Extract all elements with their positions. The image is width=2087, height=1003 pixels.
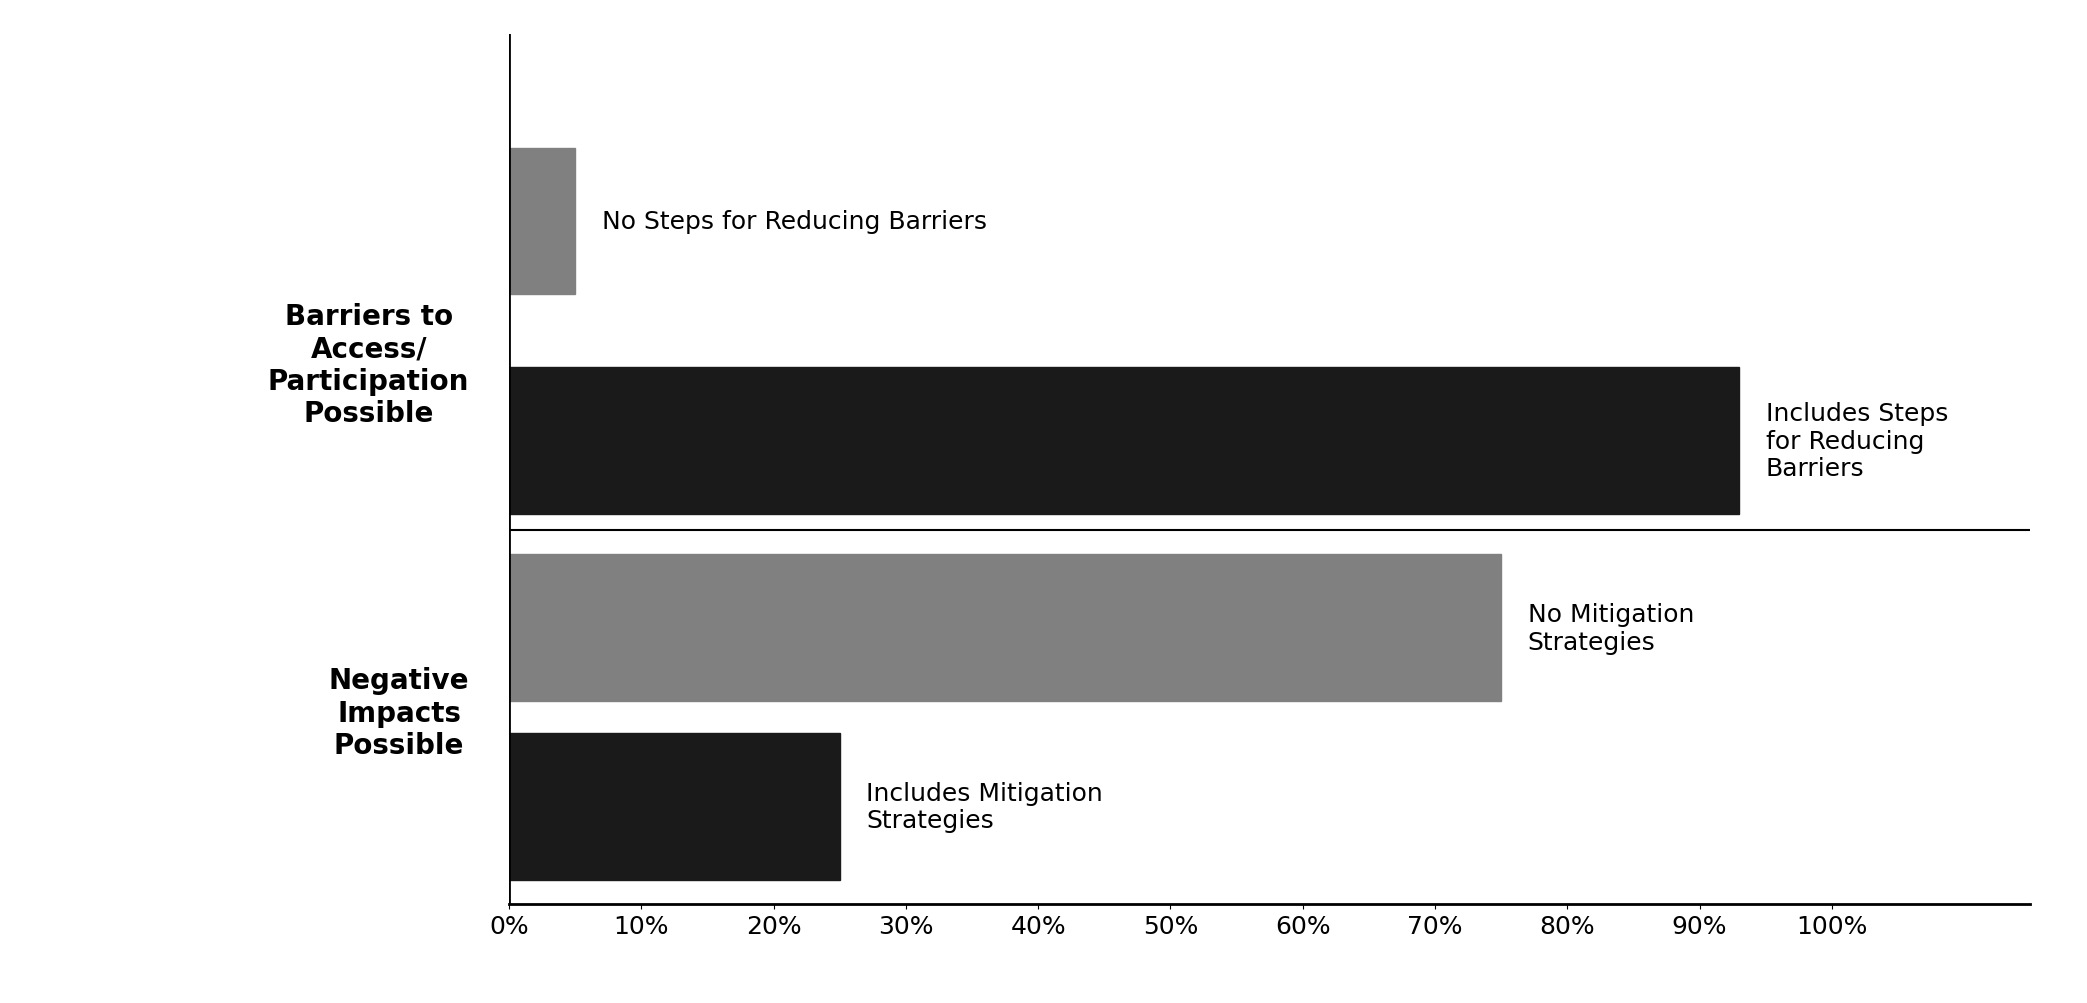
Bar: [509, 733, 839, 880]
Bar: [509, 148, 576, 295]
Text: No Mitigation
Strategies: No Mitigation Strategies: [1528, 602, 1695, 654]
Text: Includes Steps
for Reducing
Barriers: Includes Steps for Reducing Barriers: [1766, 401, 1947, 481]
Text: Barriers to
Access/
Participation
Possible: Barriers to Access/ Participation Possib…: [267, 303, 470, 428]
Text: Negative
Impacts
Possible: Negative Impacts Possible: [330, 667, 470, 759]
Text: No Steps for Reducing Barriers: No Steps for Reducing Barriers: [601, 210, 987, 234]
Text: Includes Mitigation
Strategies: Includes Mitigation Strategies: [866, 780, 1102, 832]
Bar: [509, 555, 1501, 701]
Bar: [509, 368, 1738, 515]
